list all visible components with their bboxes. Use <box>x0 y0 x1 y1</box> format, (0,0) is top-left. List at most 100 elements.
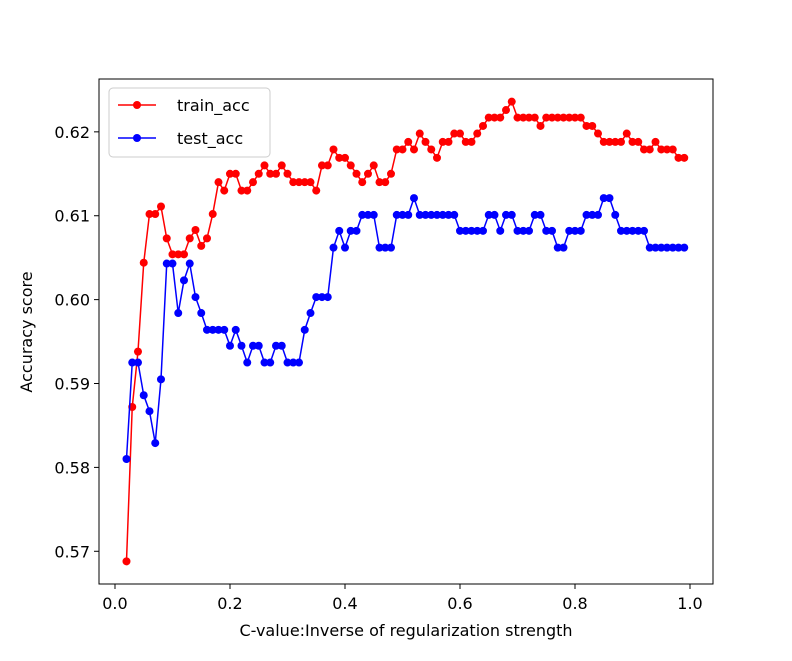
point <box>191 293 200 302</box>
point <box>461 137 470 146</box>
point <box>409 194 418 203</box>
point <box>542 226 551 235</box>
point <box>202 234 211 243</box>
point <box>335 153 344 162</box>
point <box>352 226 361 235</box>
point <box>392 145 401 154</box>
point <box>496 113 505 122</box>
point <box>628 226 637 235</box>
point <box>174 309 183 318</box>
point <box>260 161 269 170</box>
point <box>369 161 378 170</box>
point <box>427 210 436 219</box>
point <box>283 358 292 367</box>
point <box>444 137 453 146</box>
point <box>346 161 355 170</box>
point <box>139 258 148 267</box>
point <box>174 250 183 259</box>
point <box>588 210 597 219</box>
point <box>507 97 516 106</box>
legend-marker <box>133 134 141 142</box>
point <box>473 226 482 235</box>
point <box>220 186 229 195</box>
point <box>450 129 459 138</box>
point <box>455 226 464 235</box>
point <box>467 226 476 235</box>
point <box>559 113 568 122</box>
point <box>162 234 171 243</box>
point <box>133 358 142 367</box>
point <box>611 137 620 146</box>
point <box>271 169 280 178</box>
point <box>553 113 562 122</box>
point <box>243 358 252 367</box>
point <box>317 161 326 170</box>
point <box>231 169 240 178</box>
point <box>668 145 677 154</box>
point <box>346 226 355 235</box>
point <box>386 243 395 252</box>
point <box>639 226 648 235</box>
point <box>323 161 332 170</box>
point <box>266 169 275 178</box>
point <box>237 341 246 350</box>
point <box>363 210 372 219</box>
point <box>254 341 263 350</box>
point <box>294 178 303 187</box>
point <box>381 243 390 252</box>
point <box>208 325 217 334</box>
point <box>375 243 384 252</box>
point <box>151 210 160 219</box>
point <box>547 226 556 235</box>
point <box>634 226 643 235</box>
point <box>168 250 177 259</box>
point <box>375 178 384 187</box>
point <box>432 153 441 162</box>
point <box>214 178 223 187</box>
point <box>306 309 315 318</box>
point <box>576 226 585 235</box>
point <box>427 145 436 154</box>
point <box>156 202 165 211</box>
point <box>565 113 574 122</box>
point <box>197 241 206 250</box>
point <box>352 169 361 178</box>
point <box>438 137 447 146</box>
point <box>312 293 321 302</box>
point <box>392 210 401 219</box>
point <box>565 226 574 235</box>
point <box>657 145 666 154</box>
point <box>570 226 579 235</box>
point <box>570 113 579 122</box>
point <box>461 226 470 235</box>
point <box>168 259 177 268</box>
point <box>381 178 390 187</box>
point <box>179 250 188 259</box>
x-tick-label: 0.4 <box>332 594 357 613</box>
point <box>674 153 683 162</box>
point <box>358 178 367 187</box>
point <box>340 243 349 252</box>
point <box>248 178 257 187</box>
point <box>484 113 493 122</box>
point <box>616 137 625 146</box>
point <box>421 137 430 146</box>
point <box>329 145 338 154</box>
point <box>398 210 407 219</box>
point <box>490 113 499 122</box>
y-tick-label: 0.58 <box>54 458 90 477</box>
point <box>369 210 378 219</box>
point <box>404 210 413 219</box>
point <box>133 347 142 356</box>
point <box>409 145 418 154</box>
point <box>628 137 637 146</box>
point <box>588 121 597 130</box>
x-axis-label: C-value:Inverse of regularization streng… <box>239 621 572 640</box>
point <box>404 137 413 146</box>
point <box>662 243 671 252</box>
point <box>536 210 545 219</box>
legend-label: test_acc <box>177 129 243 149</box>
point <box>501 106 510 115</box>
point <box>260 358 269 367</box>
